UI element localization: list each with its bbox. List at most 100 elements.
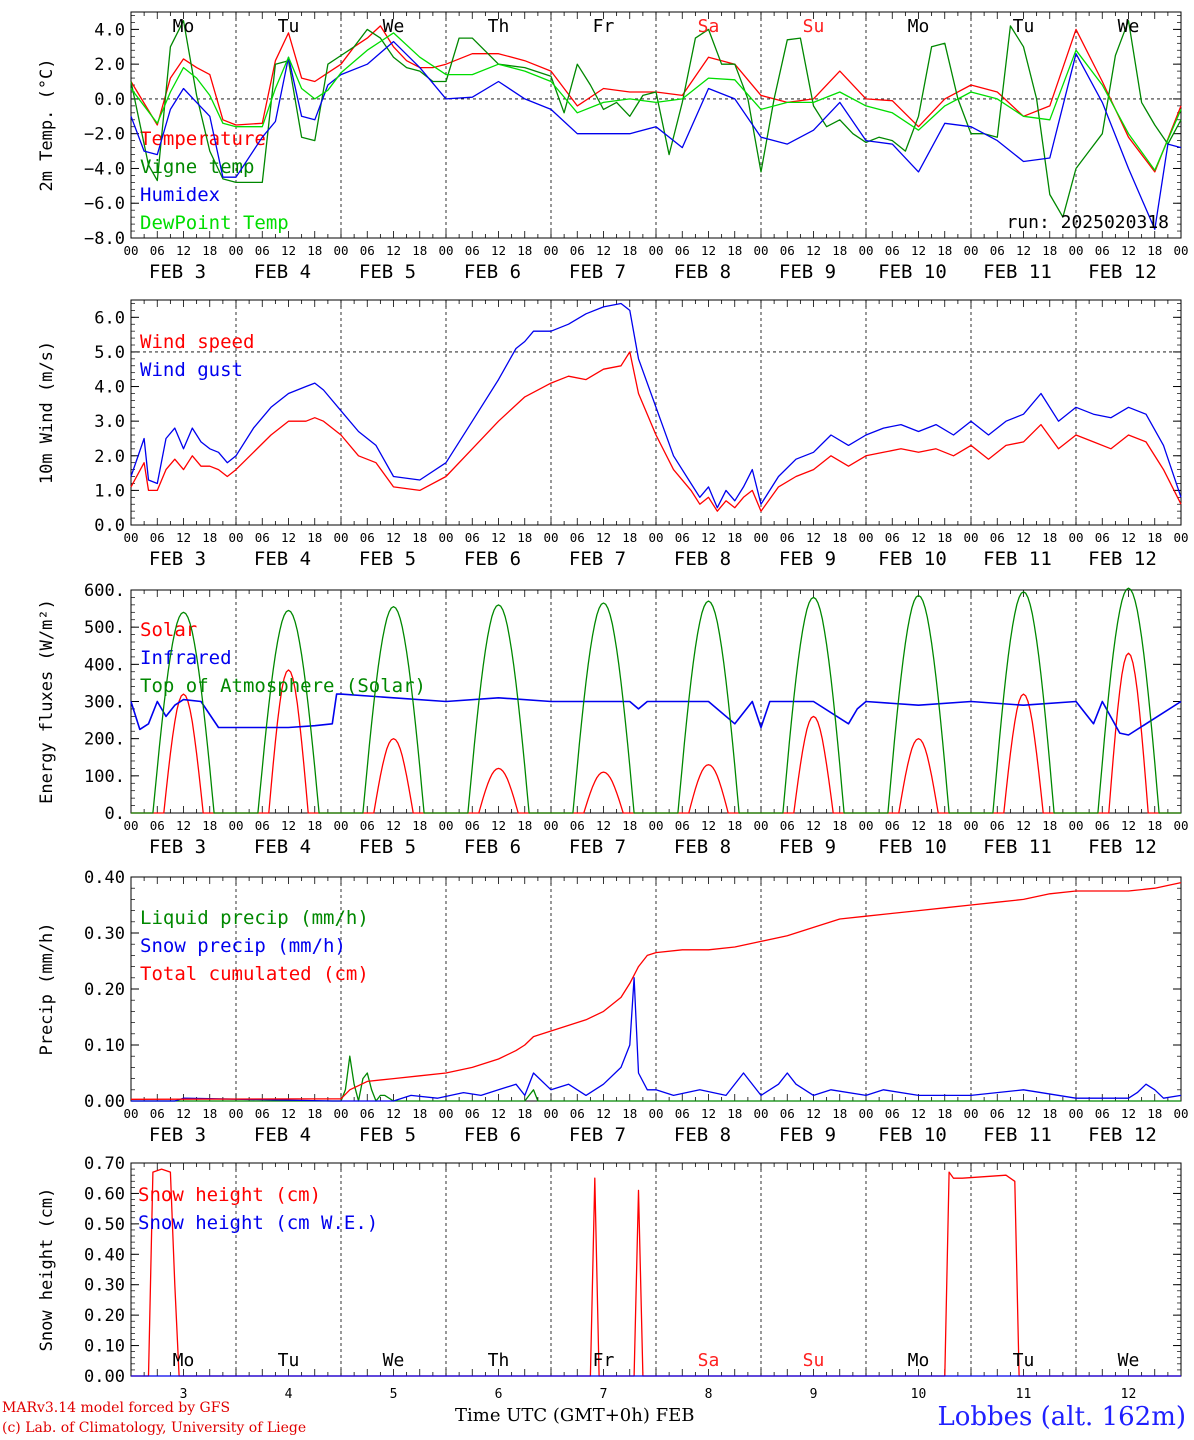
legend-entry: Snow height (cm): [138, 1184, 321, 1206]
hour-tick-label: 06: [990, 530, 1005, 545]
y-tick-label: 500.: [84, 618, 125, 638]
hour-tick-label: 12: [911, 530, 926, 545]
hour-tick-label: 18: [412, 530, 427, 545]
hour-tick-label: 00: [123, 243, 138, 258]
day-name-label: Mo: [908, 16, 930, 37]
day-number-label: 8: [705, 1387, 713, 1400]
date-label: FEB 9: [779, 1124, 836, 1146]
legend-entry: Wind speed: [140, 331, 254, 353]
hour-tick-label: 12: [701, 1106, 716, 1121]
hour-tick-label: 06: [255, 530, 270, 545]
hour-tick-label: 06: [360, 243, 375, 258]
hour-tick-label: 18: [937, 818, 952, 833]
hour-tick-label: 12: [281, 818, 296, 833]
hour-tick-label: 12: [386, 818, 401, 833]
legend-entry: Temperature: [140, 128, 266, 150]
hour-tick-label: 06: [885, 530, 900, 545]
hour-tick-label: 06: [465, 530, 480, 545]
meteogram-chart: 4.0 2.0 0.0 −2.0 −4.0 −6.0 −8.0 2m Temp. (°C) Te…: [37, 11, 1189, 1402]
date-label: FEB 5: [359, 836, 416, 858]
day-number-label: 3: [180, 1387, 188, 1400]
hour-tick-label: 06: [885, 1106, 900, 1121]
hour-tick-label: 00: [858, 818, 873, 833]
series-line-wind-1: [130, 302, 1182, 509]
legend-entry: DewPoint Temp: [140, 212, 289, 234]
hour-tick-label: 00: [333, 530, 348, 545]
hour-tick-label: 18: [1042, 530, 1057, 545]
day-number-label: 11: [1016, 1387, 1032, 1400]
hour-tick-label: 12: [1016, 818, 1031, 833]
hour-tick-label: 12: [491, 243, 506, 258]
hour-tick-label: 18: [937, 530, 952, 545]
hour-tick-label: 06: [780, 530, 795, 545]
hour-tick-label: 06: [570, 818, 585, 833]
hour-tick-label: 00: [333, 243, 348, 258]
hour-tick-label: 06: [570, 530, 585, 545]
hour-tick-label: 12: [596, 530, 611, 545]
legend-entry: Snow height (cm W.E.): [138, 1212, 378, 1234]
hour-tick-label: 06: [1095, 530, 1110, 545]
hour-tick-label: 00: [963, 243, 978, 258]
date-label: FEB 10: [878, 836, 947, 858]
y-tick-label: 0.40: [84, 868, 125, 888]
y-tick-label: 4.0: [94, 20, 125, 40]
hour-tick-label: 00: [1173, 530, 1188, 545]
hour-tick-label: 00: [228, 818, 243, 833]
hour-tick-label: 18: [307, 1106, 322, 1121]
hour-tick-label: 06: [255, 1106, 270, 1121]
hour-tick-label: 18: [202, 530, 217, 545]
hour-tick-label: 12: [1121, 1106, 1136, 1121]
hour-tick-label: 06: [465, 1106, 480, 1121]
hour-tick-label: 00: [438, 530, 453, 545]
y-axis-label: 10m Wind (m/s): [37, 341, 57, 484]
series-line-temp-1: [130, 20, 1182, 218]
hour-tick-label: 18: [727, 243, 742, 258]
hour-tick-label: 12: [596, 243, 611, 258]
hour-tick-label: 00: [543, 1106, 558, 1121]
date-label: FEB 7: [569, 261, 626, 283]
x-axis-title: Time UTC (GMT+0h) FEB: [455, 1405, 694, 1426]
hour-tick-label: 18: [517, 1106, 532, 1121]
day-number-label: 6: [495, 1387, 503, 1400]
hour-tick-label: 18: [517, 243, 532, 258]
hour-tick-label: 12: [176, 243, 191, 258]
date-label: FEB 5: [359, 261, 416, 283]
hour-tick-label: 18: [832, 243, 847, 258]
hour-tick-label: 18: [622, 243, 637, 258]
series-line-temp-0: [130, 25, 1182, 173]
date-label: FEB 6: [464, 261, 521, 283]
x-axis-label: Time UTC (GMT+0h): [455, 1405, 650, 1426]
date-label: FEB 12: [1088, 261, 1157, 283]
date-label: FEB 10: [878, 261, 947, 283]
hour-tick-label: 06: [465, 243, 480, 258]
date-label: FEB 8: [674, 548, 731, 570]
hour-tick-label: 06: [255, 818, 270, 833]
hour-tick-label: 18: [832, 1106, 847, 1121]
date-label: FEB 6: [464, 1124, 521, 1146]
hour-tick-label: 06: [675, 1106, 690, 1121]
date-label: FEB 9: [779, 548, 836, 570]
y-tick-label: 200.: [84, 730, 125, 750]
hour-tick-label: 00: [858, 1106, 873, 1121]
hour-tick-label: 00: [123, 818, 138, 833]
hour-tick-label: 18: [1147, 243, 1162, 258]
date-label: FEB 3: [149, 836, 206, 858]
y-tick-label: 0.30: [84, 924, 125, 944]
hour-tick-label: 12: [386, 530, 401, 545]
date-label: FEB 11: [983, 548, 1052, 570]
legend-entry: Humidex: [140, 184, 220, 206]
model-credit: MARv3.14 model forced by GFS: [2, 1400, 231, 1416]
legend-entry: Infrared: [140, 647, 232, 669]
day-name-label: Tu: [1013, 1350, 1035, 1371]
date-label: FEB 8: [674, 1124, 731, 1146]
series-line-wind-0: [130, 351, 1182, 512]
hour-tick-label: 12: [491, 1106, 506, 1121]
hour-tick-label: 06: [990, 1106, 1005, 1121]
hour-tick-label: 12: [596, 1106, 611, 1121]
x-axis-month: FEB: [655, 1405, 695, 1426]
hour-tick-label: 00: [333, 1106, 348, 1121]
day-name-label: Su: [803, 1350, 825, 1371]
hour-tick-label: 06: [150, 818, 165, 833]
y-tick-label: 0.10: [84, 1036, 125, 1056]
hour-tick-label: 06: [255, 243, 270, 258]
